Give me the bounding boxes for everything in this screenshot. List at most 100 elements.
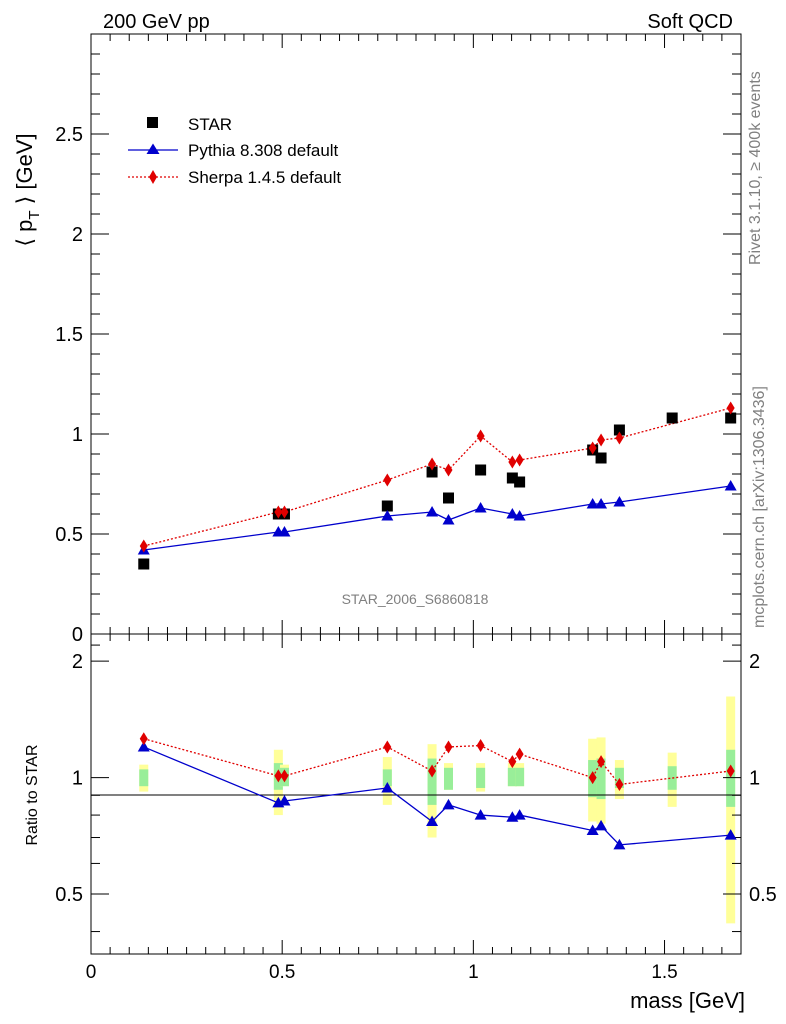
x-tick-label: 1.5 <box>651 962 677 983</box>
ratio-sherpa-point <box>508 755 517 769</box>
main-sherpa-point <box>428 457 437 471</box>
band-inner <box>444 767 453 790</box>
y-tick-label: 2 <box>72 651 83 673</box>
band-inner <box>476 767 486 788</box>
main-pythia-line <box>143 485 731 551</box>
x-tick-label: 0 <box>86 962 97 983</box>
legend-sherpa-marker <box>149 170 157 184</box>
ratio-sherpa-point <box>280 769 289 783</box>
band-inner <box>726 749 736 807</box>
main-star-point <box>514 476 526 488</box>
main-sherpa-point <box>588 441 597 455</box>
y-tick-label-right: 1 <box>749 768 760 790</box>
ratio-pythia-point <box>278 794 291 806</box>
band-inner <box>427 758 437 805</box>
main-sherpa-point <box>444 463 453 477</box>
main-sherpa-point <box>597 433 606 447</box>
main-pythia-point <box>381 510 394 521</box>
ratio-sherpa-point <box>597 755 606 769</box>
analysis-label: STAR_2006_S6860818 <box>342 591 489 607</box>
ratio-sherpa-point <box>515 747 524 761</box>
ratio-pythia-point <box>426 815 439 827</box>
main-pythia-point <box>724 480 737 491</box>
ratio-pythia-point <box>442 798 455 810</box>
ratio-sherpa-point <box>588 771 597 785</box>
x-tick-label: 0.5 <box>269 962 295 983</box>
main-pythia-point <box>278 526 291 537</box>
main-pythia-point <box>474 502 487 513</box>
xlabel: mass [GeV] <box>630 988 745 1013</box>
main-pythia-point <box>506 508 519 519</box>
band-inner <box>139 769 149 787</box>
band-inner <box>614 767 624 788</box>
band-inner <box>507 767 517 787</box>
legend-sherpa-label: Sherpa 1.4.5 default <box>188 168 341 187</box>
ratio-uncertainty-bands <box>139 696 736 924</box>
y-tick-label-right: 2 <box>749 651 760 673</box>
ratio-pythia-point <box>381 781 394 793</box>
main-sherpa-point <box>615 431 624 445</box>
main-sherpa-point <box>383 473 392 487</box>
ratio-ylabel: Ratio to STAR <box>24 744 41 845</box>
main-ylabel: ⟨ pT ⟩ [GeV] <box>12 133 43 246</box>
y-tick-label: 2 <box>72 224 83 246</box>
ratio-sherpa-point <box>274 769 283 783</box>
main-star-point <box>613 424 625 436</box>
main-star-point <box>443 492 454 504</box>
ratio-pythia-point <box>137 740 150 752</box>
band-inner <box>515 767 525 787</box>
main-star-point <box>595 452 607 464</box>
ratio-pythia-point <box>474 809 487 820</box>
ratio-pythia-point <box>513 809 526 820</box>
y-tick-label: 0.5 <box>55 524 83 546</box>
main-star-point <box>725 412 737 424</box>
header-right: Soft QCD <box>647 11 733 33</box>
main-sherpa-point <box>280 505 289 519</box>
ratio-sherpa-point <box>139 732 148 746</box>
y-tick-label: 2.5 <box>55 124 83 146</box>
main-star-point <box>426 466 438 478</box>
ratio-sherpa-point <box>444 740 453 754</box>
ratio-sherpa-point <box>428 764 437 778</box>
y-tick-label-right: 0.5 <box>749 884 777 906</box>
band-outer <box>726 696 736 924</box>
main-sherpa-point <box>476 429 485 443</box>
ratio-pythia-point <box>724 829 737 840</box>
main-pythia-point <box>426 506 439 517</box>
legend-pythia-label: Pythia 8.308 default <box>188 141 339 160</box>
ratio-pythia-point <box>613 838 626 850</box>
main-star-point <box>475 464 487 476</box>
y-tick-label: 1.5 <box>55 324 83 346</box>
main-pythia-point <box>613 496 626 507</box>
main-pythia-point <box>595 498 608 509</box>
axes-ticks: 0 0.5 1 1.5 0 0.5 1 1.5 2 2.5 0.5 0.5 1 1 2 2 <box>55 34 777 983</box>
main-sherpa-point <box>274 505 283 519</box>
main-star-point <box>506 472 518 484</box>
y-tick-label: 1 <box>72 768 83 790</box>
series-markers <box>137 401 737 850</box>
mcplots-label: mcplots.cern.ch [arXiv:1306.3436] <box>751 386 768 628</box>
band-inner <box>596 758 606 800</box>
ratio-pythia-line <box>143 746 731 846</box>
main-sherpa-point <box>726 401 735 415</box>
x-tick-label: 1 <box>468 962 479 983</box>
main-sherpa-point <box>139 539 148 553</box>
ratio-pythia-point <box>595 819 608 831</box>
header-left: 200 GeV pp <box>103 11 210 33</box>
ratio-sherpa-point <box>476 739 485 753</box>
legend-star-label: STAR <box>188 115 232 134</box>
rivet-label: Rivet 3.1.10, ≥ 400k events <box>747 71 764 265</box>
main-star-point <box>138 558 150 570</box>
band-inner <box>667 766 677 790</box>
y-tick-label: 0.5 <box>55 884 83 906</box>
main-star-point <box>381 500 393 512</box>
main-star-point <box>666 412 678 424</box>
ratio-sherpa-line <box>143 738 731 786</box>
main-sherpa-point <box>515 453 524 467</box>
ratio-pythia-point <box>586 824 599 835</box>
ratio-sherpa-point <box>615 777 624 791</box>
legend-pythia-marker <box>146 143 160 154</box>
y-tick-label: 1 <box>72 424 83 446</box>
main-pythia-point <box>442 514 455 525</box>
